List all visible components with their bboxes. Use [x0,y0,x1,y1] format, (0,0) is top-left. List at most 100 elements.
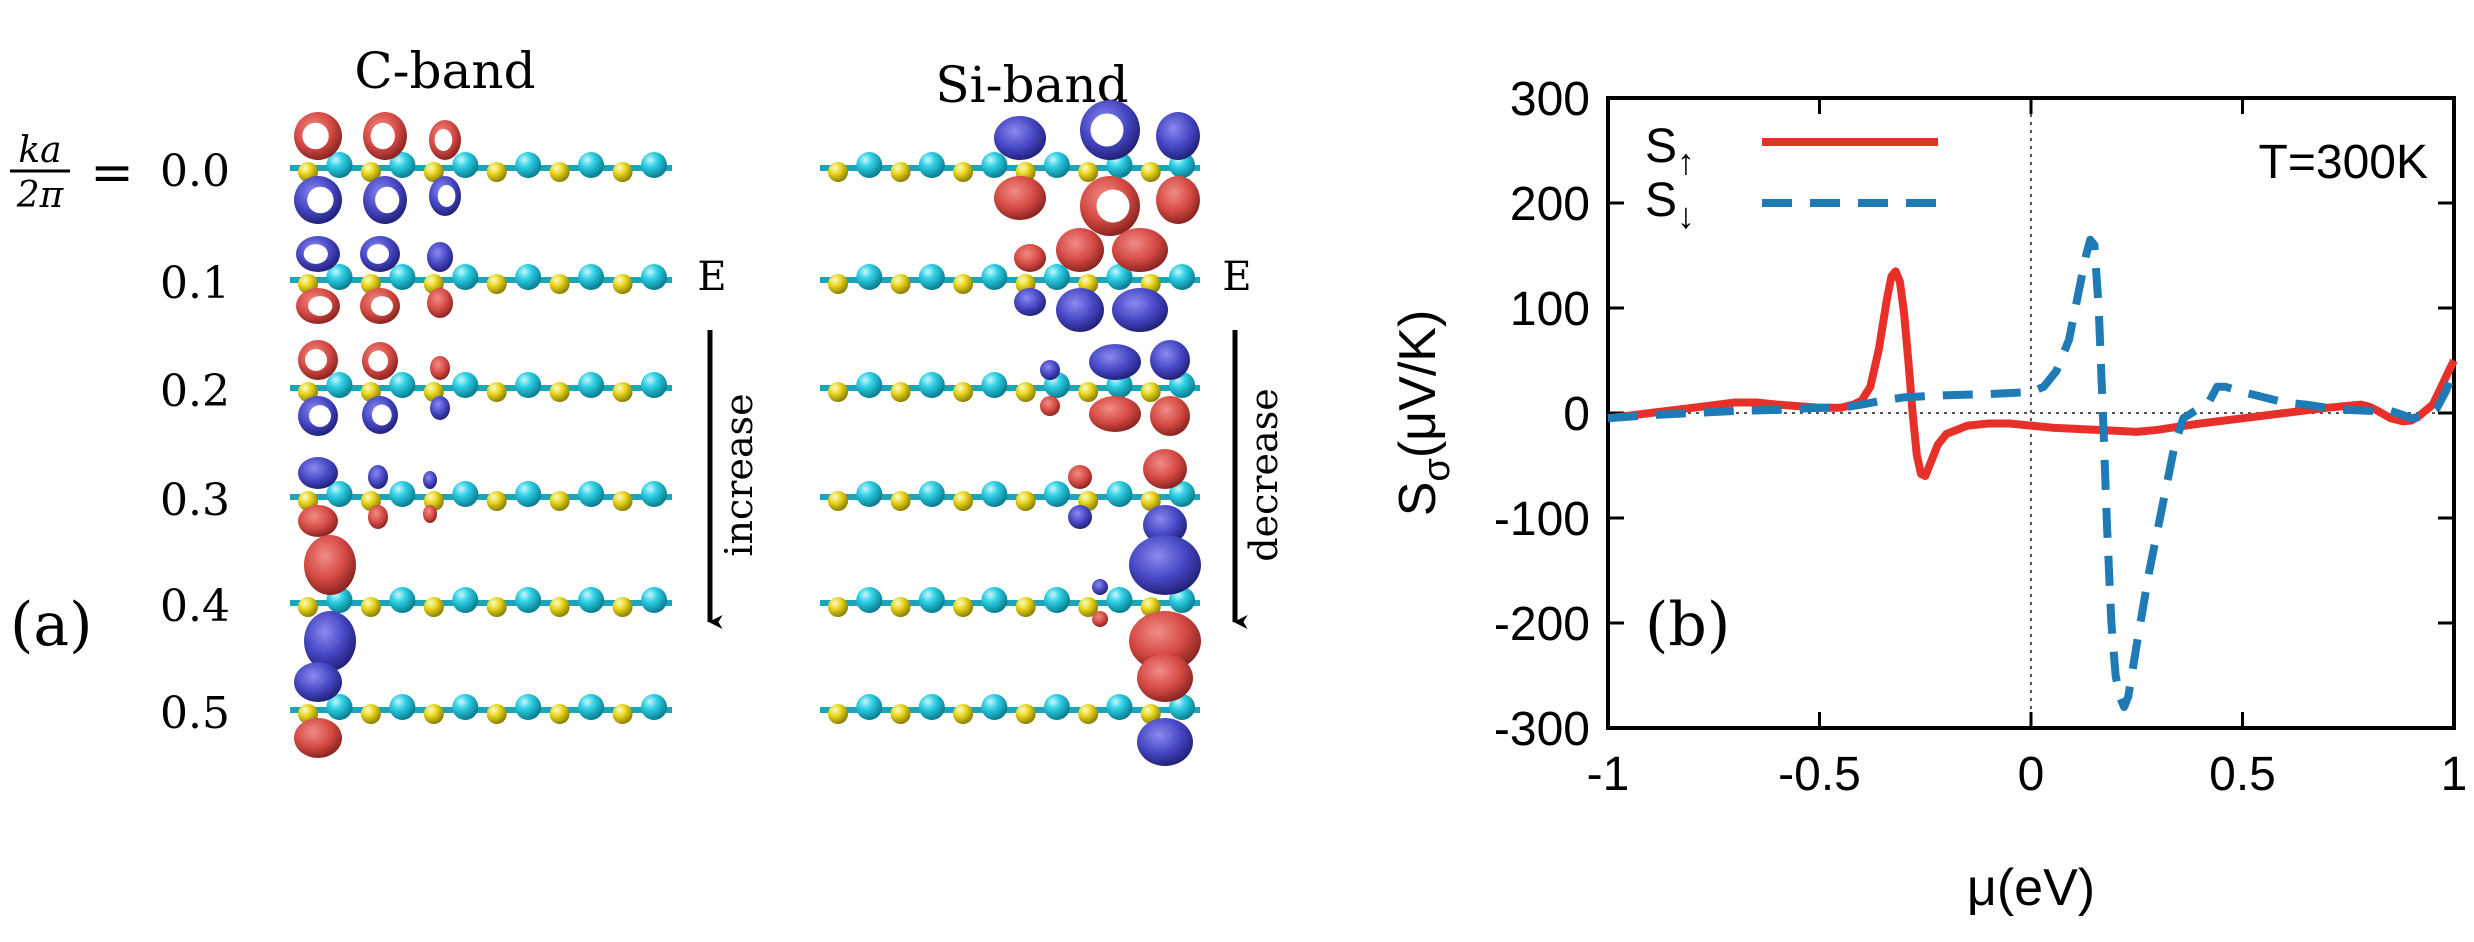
orbital-lobe-lower [1092,611,1108,627]
panel-a-label: (a) [10,590,93,660]
orbital-lobe-pair [1143,449,1187,545]
orbital-lobe-lower [1150,396,1190,436]
carbon-atom [1169,481,1195,507]
carbon-atom [1106,587,1133,613]
carbon-atom [1169,694,1195,720]
silicon-atom [549,491,570,511]
y-label-sub: σ [1416,458,1458,481]
orbital-lobe-lower [430,396,450,420]
silicon-atom [549,274,570,294]
orbital-lobe-upper [430,356,450,380]
orbital-lobe-hole [371,404,392,426]
k-value-3: 0.3 [160,475,230,526]
y-tick-label: 200 [1510,178,1590,231]
silicon-atom [549,162,570,182]
k-value-1: 0.1 [160,258,230,309]
orbital-lobe-pair [362,342,398,434]
legend-entry-down: S↓ [1645,174,1695,236]
orbital-lobe-hole [368,350,389,372]
orbital-lobe-upper [304,535,356,595]
silicon-atom [360,597,381,617]
orbital-lobe-lower [1068,505,1092,529]
atom-chain [290,372,672,402]
orbital-lobe-pair [1056,228,1104,332]
orbital-lobe-hole [367,244,389,264]
orbital-lobe-upper [368,465,388,489]
y-tick-label: 300 [1510,73,1590,126]
orbital-lobe-upper [294,662,342,702]
silicon-atom [486,704,507,724]
orbital-lobe-lower [294,718,342,758]
silicon-atom [1078,597,1099,617]
orbital-lobe-pair [294,112,342,224]
silicon-atom [890,491,911,511]
silicon-atom [828,491,848,511]
silicon-atom [828,597,848,617]
silicon-atom [890,597,911,617]
orbital-lobe-upper [1040,360,1060,380]
y-axis-label: Sσ(μV/K) [1389,310,1458,517]
k-value-4: 0.4 [160,581,230,632]
orbital-lobe-pair [1156,112,1200,224]
orbital-lobe-pair [296,236,340,324]
carbon-atom [918,264,945,290]
carbon-atom [389,587,416,613]
reference-lines [1608,98,2454,728]
atom-chain [820,587,1200,617]
x-tick-label: -0.5 [1778,748,1861,801]
series-spin-up-line [1607,267,2458,480]
carbon-atom [452,152,479,178]
carbon-atom [1106,481,1133,507]
silicon-atom [953,704,974,724]
orbital-lobe-upper [1143,449,1187,489]
carbon-atom [1043,694,1070,720]
orbital-lobe-upper [298,457,338,489]
carbon-atom [981,152,1008,178]
orbital-lobe-pair [429,120,461,216]
y-tick-label: -100 [1494,493,1590,546]
carbon-atom [578,264,605,290]
carbon-atom [452,587,479,613]
carbon-atom [641,694,667,720]
orbital-lobe-upper [1156,112,1200,160]
data-series [1607,235,2458,711]
legend-up-sub: ↑ [1677,141,1695,182]
orbital-lobe-lower [1143,505,1187,545]
silicon-atom [423,597,444,617]
orbital-lobe-upper [1112,228,1168,272]
orbital-lobe-upper [427,242,453,272]
orbital-lobe-hole [302,122,329,150]
carbon-atom [326,152,353,178]
silicon-atom [953,274,974,294]
orbital-lobe-lower [1129,611,1201,671]
silicon-atom [612,382,633,402]
carbon-atom [515,587,542,613]
silicon-atom [298,597,318,617]
ka-equals: = [90,143,134,203]
orbital-lobe-pair [427,242,453,318]
x-axis-label: μ(eV) [1967,859,2095,917]
orbital-lobe-pair [1112,228,1168,332]
carbon-atom [1043,481,1070,507]
orbital-lobe-pair [298,457,338,537]
orbital-lobe-hole [308,296,333,316]
orbital-lobe-pair [1068,465,1092,529]
orbital-lobe-hole [1090,113,1124,147]
silicon-atom [612,274,633,294]
silicon-atom [953,382,974,402]
silicon-atom [890,274,911,294]
carbon-atom [326,372,353,398]
si-band-structures [820,100,1201,766]
orbital-lobe-lower [304,611,356,671]
orbital-lobe-hole [305,349,327,371]
orbital-lobe-lower [427,288,453,318]
silicon-atom [549,382,570,402]
x-tick-label: 1 [2441,748,2468,801]
carbon-atom [1043,152,1070,178]
silicon-atom [612,162,633,182]
carbon-atom [389,264,416,290]
silicon-atom [890,382,911,402]
carbon-atom [578,152,605,178]
orbital-lobe-hole [434,129,453,151]
